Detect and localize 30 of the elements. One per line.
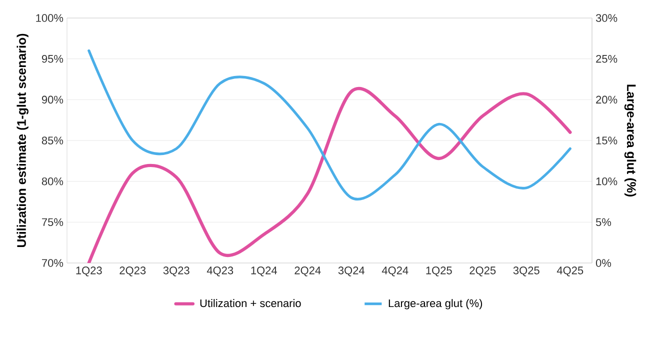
x-tick-label: 2Q25: [470, 266, 496, 276]
x-tick-label: 1Q24: [251, 266, 278, 276]
y-tick-label: 80%: [42, 177, 64, 186]
x-tick-label: 1Q23: [76, 266, 102, 276]
legend-label: Utilization + scenario: [200, 299, 301, 308]
y-tick-label: 85%: [42, 136, 64, 144]
y2-tick-label: 0%: [596, 259, 612, 267]
y2-tick-label: 25%: [596, 54, 618, 63]
y2-tick-label: 20%: [596, 96, 618, 104]
legend-label: Large-area glut (%): [388, 299, 482, 310]
y2-axis-title: Large-area glut (%): [624, 84, 636, 196]
x-tick-label: 2Q24: [294, 266, 321, 276]
y2-tick-label: 30%: [596, 14, 618, 22]
x-tick-label: 3Q23: [163, 266, 190, 276]
y-tick-label: 75%: [42, 218, 64, 226]
x-tick-label: 3Q24: [338, 266, 365, 276]
x-tick-label: 3Q25: [513, 266, 540, 276]
x-tick-label: 2Q23: [120, 266, 146, 276]
y2-tick-label: 15%: [596, 136, 618, 144]
x-tick-label: 4Q23: [206, 266, 234, 276]
y-axis-title: Utilization estimate (1-glut scenario): [16, 34, 28, 248]
y-tick-label: 100%: [36, 14, 64, 22]
x-tick-label: 1Q25: [426, 266, 452, 276]
x-tick-label: 4Q24: [382, 266, 408, 276]
x-tick-label: 4Q25: [556, 266, 584, 276]
y-tick-label: 70%: [42, 259, 64, 267]
y2-tick-label: 10%: [596, 177, 618, 186]
y-tick-label: 90%: [42, 96, 64, 104]
y2-tick-label: 5%: [596, 218, 612, 226]
y-tick-label: 95%: [42, 54, 64, 63]
